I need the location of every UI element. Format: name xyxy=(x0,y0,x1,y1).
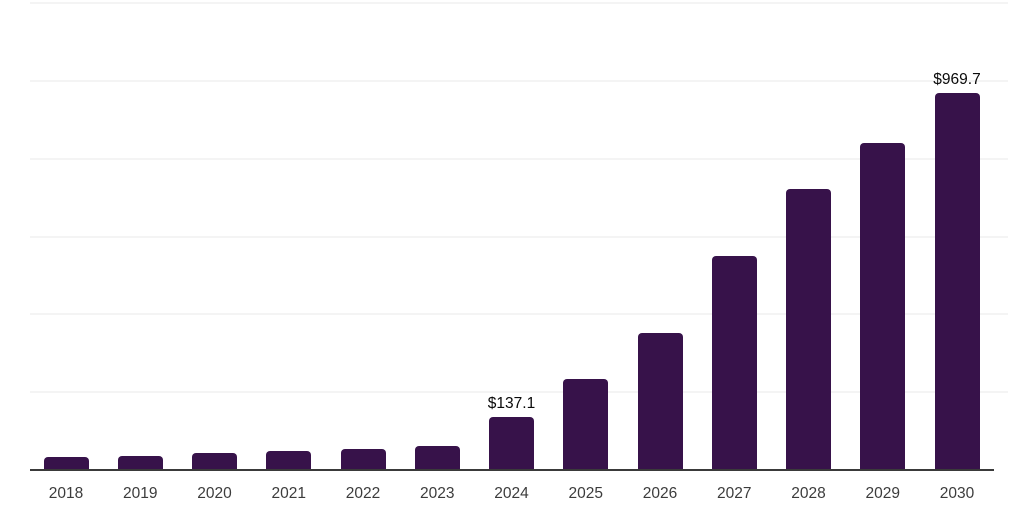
x-tick-label-2019: 2019 xyxy=(123,485,158,502)
x-tick-label-2020: 2020 xyxy=(197,485,232,502)
bar-2029 xyxy=(860,143,906,470)
x-axis-line xyxy=(30,469,994,471)
bar-2023 xyxy=(414,446,460,470)
gridline-200 xyxy=(30,391,1008,394)
gridline-400 xyxy=(30,313,1008,316)
data-label-2024: $137.1 xyxy=(487,394,536,412)
bar-2022 xyxy=(340,449,386,470)
bar-2021 xyxy=(266,451,312,470)
x-tick-label-2028: 2028 xyxy=(791,485,826,502)
x-tick-label-2018: 2018 xyxy=(48,485,84,502)
x-tick-label-2027: 2027 xyxy=(717,485,752,502)
gridline-1000 xyxy=(30,79,1008,82)
gridline-800 xyxy=(30,157,1008,160)
gridline-600 xyxy=(30,235,1008,238)
x-tick-label-2022: 2022 xyxy=(345,485,381,502)
bar-2028 xyxy=(786,188,831,470)
x-tick-label-2025: 2025 xyxy=(568,485,603,502)
x-tick-label-2026: 2026 xyxy=(642,485,678,502)
gridline-1200 xyxy=(30,2,1008,4)
x-tick-label-2021: 2021 xyxy=(271,485,306,502)
bar-2026 xyxy=(637,333,683,470)
x-tick-label-2030: 2030 xyxy=(939,485,975,502)
x-tick-label-2029: 2029 xyxy=(865,485,900,502)
x-tick-label-2023: 2023 xyxy=(420,485,455,502)
bar-2025 xyxy=(563,379,609,470)
bar-2019 xyxy=(117,456,163,470)
x-tick-label-2024: 2024 xyxy=(494,485,529,502)
bar-2030 xyxy=(934,92,980,470)
data-label-2030: $969.7 xyxy=(933,70,981,88)
bar-2024 xyxy=(489,416,534,470)
bar-2027 xyxy=(711,255,757,470)
bar-2020 xyxy=(192,452,237,470)
bar-2018 xyxy=(43,457,89,470)
